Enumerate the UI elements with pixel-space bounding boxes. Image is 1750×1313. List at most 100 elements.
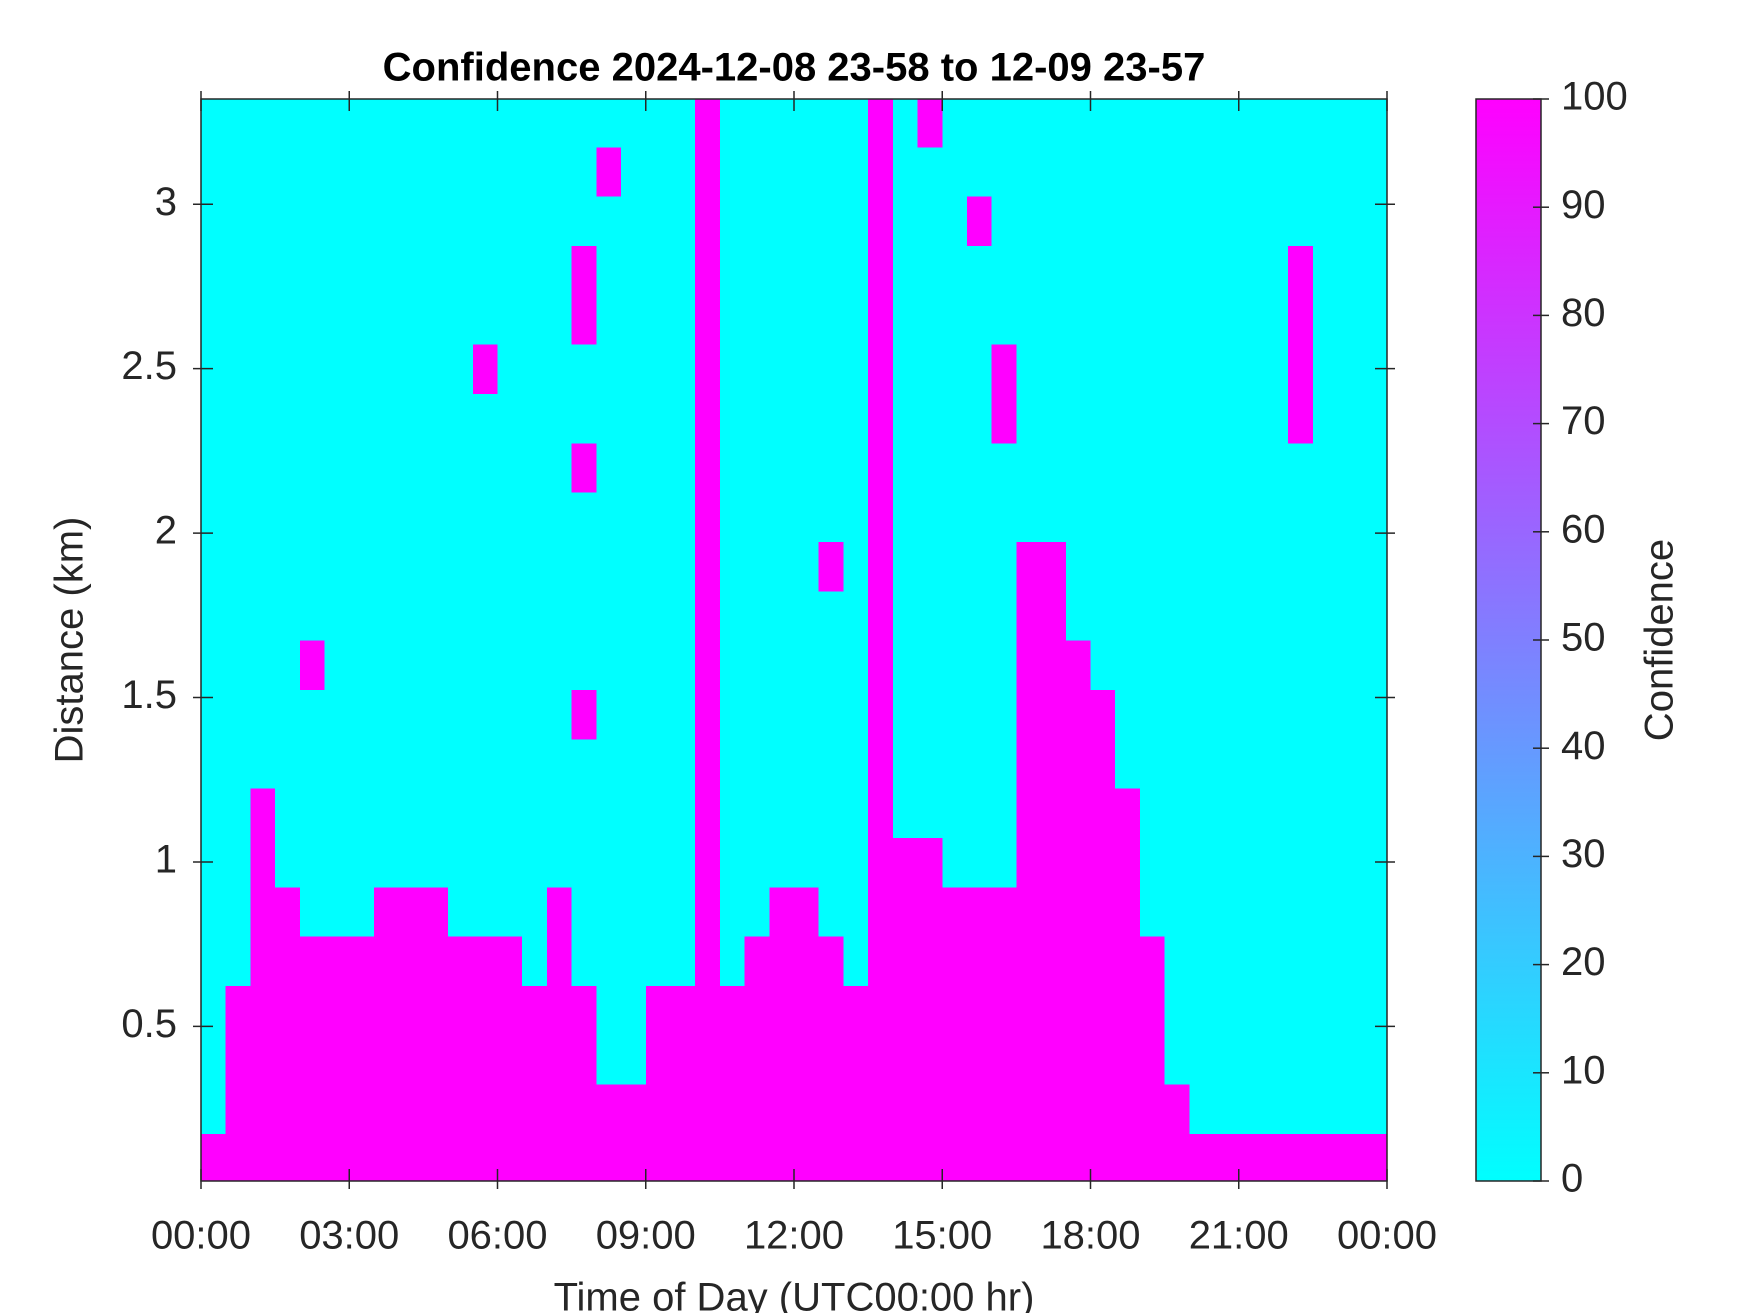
y-tick-label: 1.5: [121, 673, 177, 717]
heatmap-cell: [769, 886, 795, 937]
heatmap-cell: [917, 1034, 943, 1085]
heatmap-cell: [448, 935, 474, 986]
heatmap-cell: [448, 1133, 474, 1181]
heatmap-cell: [868, 245, 894, 296]
heatmap-cell: [250, 99, 276, 148]
heatmap-cell: [1065, 99, 1092, 148]
heatmap-cell: [1115, 245, 1141, 296]
heatmap-cell: [794, 590, 820, 641]
heatmap-cell: [991, 837, 1017, 888]
heatmap-cell: [1288, 738, 1314, 789]
heatmap-cell: [1189, 442, 1215, 493]
heatmap-cell: [966, 393, 993, 444]
heatmap-cell: [645, 1034, 672, 1085]
heatmap-cell: [818, 442, 845, 493]
heatmap-cell: [1065, 590, 1092, 641]
heatmap-cell: [744, 590, 770, 641]
heatmap-cell: [868, 590, 894, 641]
heatmap-cell: [1288, 640, 1314, 690]
heatmap-cell: [1164, 541, 1190, 592]
heatmap-cell: [1164, 196, 1190, 246]
heatmap-cell: [1263, 1133, 1289, 1181]
heatmap-cell: [695, 492, 721, 542]
heatmap-cell: [744, 837, 770, 888]
heatmap-cell: [670, 738, 696, 789]
heatmap-cell: [942, 442, 968, 493]
heatmap-cell: [250, 294, 276, 345]
heatmap-cell: [250, 1034, 276, 1085]
heatmap-cell: [571, 738, 597, 789]
heatmap-cell: [1312, 689, 1339, 740]
heatmap-cell: [843, 1083, 869, 1134]
heatmap-cell: [373, 640, 400, 690]
heatmap-cell: [942, 294, 968, 345]
heatmap-cell: [1115, 787, 1141, 838]
heatmap-cell: [818, 985, 845, 1036]
heatmap-cell: [571, 985, 597, 1036]
heatmap-cell: [892, 837, 919, 888]
heatmap-cell: [966, 640, 993, 690]
heatmap-cell: [1090, 146, 1116, 197]
heatmap-cell: [250, 640, 276, 690]
heatmap-cell: [744, 1133, 770, 1181]
heatmap-cell: [917, 886, 943, 937]
heatmap-cell: [1065, 1133, 1092, 1181]
heatmap-cell: [1041, 1083, 1067, 1134]
heatmap-cell: [522, 886, 548, 937]
heatmap-cell: [1238, 886, 1265, 937]
heatmap-cell: [1238, 442, 1265, 493]
heatmap-cell: [522, 689, 548, 740]
heatmap-cell: [744, 787, 770, 838]
heatmap-cell: [917, 985, 943, 1036]
heatmap-cell: [1288, 146, 1314, 197]
heatmap-cell: [769, 787, 795, 838]
heatmap-cell: [719, 393, 746, 444]
heatmap-cell: [497, 146, 523, 197]
heatmap-cell: [398, 393, 424, 444]
heatmap-cell: [1362, 886, 1387, 937]
heatmap-cell: [349, 1133, 375, 1181]
heatmap-cell: [1214, 393, 1240, 444]
heatmap-cell: [448, 985, 474, 1036]
heatmap-cell: [398, 99, 424, 148]
heatmap-cell: [670, 393, 696, 444]
heatmap-cell: [1065, 738, 1092, 789]
heatmap-cell: [324, 1083, 350, 1134]
heatmap-cell: [398, 344, 424, 394]
heatmap-cell: [1016, 1083, 1042, 1134]
heatmap-cell: [695, 1083, 721, 1134]
heatmap-cell: [448, 393, 474, 444]
heatmap-cell: [794, 99, 820, 148]
heatmap-cell: [225, 886, 252, 937]
heatmap-cell: [201, 738, 227, 789]
heatmap-cell: [1041, 492, 1067, 542]
heatmap-cell: [1214, 541, 1240, 592]
heatmap-cell: [448, 294, 474, 345]
heatmap-cell: [275, 344, 301, 394]
heatmap-cell: [225, 146, 252, 197]
heatmap-cell: [1337, 985, 1363, 1036]
heatmap-cell: [324, 442, 350, 493]
heatmap-cell: [1090, 787, 1116, 838]
heatmap-cell: [225, 294, 252, 345]
heatmap-cell: [1263, 294, 1289, 345]
heatmap-cell: [966, 935, 993, 986]
heatmap-cell: [299, 393, 326, 444]
heatmap-cell: [818, 541, 845, 592]
heatmap-cell: [1312, 245, 1339, 296]
heatmap-cell: [1337, 146, 1363, 197]
heatmap-cell: [1288, 689, 1314, 740]
heatmap-cell: [868, 640, 894, 690]
heatmap-cell: [1164, 640, 1190, 690]
heatmap-cell: [1041, 393, 1067, 444]
heatmap-cell: [1263, 442, 1289, 493]
heatmap-cell: [571, 590, 597, 641]
heatmap-cell: [991, 985, 1017, 1036]
heatmap-cell: [1041, 590, 1067, 641]
heatmap-cell: [1164, 985, 1190, 1036]
heatmap-cell: [1139, 985, 1166, 1036]
heatmap-cell: [818, 886, 845, 937]
heatmap-cell: [1263, 590, 1289, 641]
heatmap-cell: [719, 1083, 746, 1134]
heatmap-cell: [868, 294, 894, 345]
